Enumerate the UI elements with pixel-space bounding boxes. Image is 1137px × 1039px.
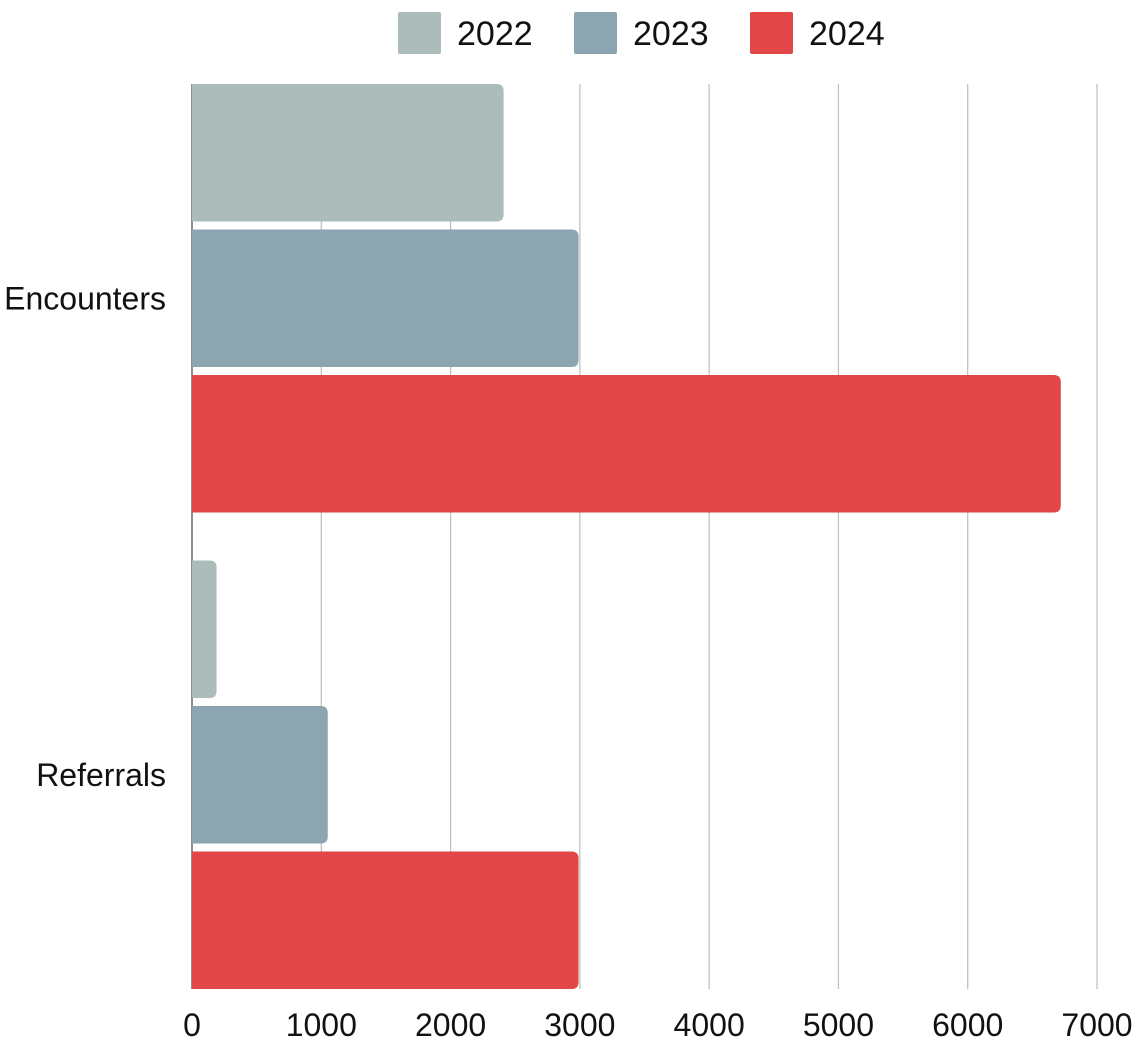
- x-tick-label: 4000: [674, 1007, 745, 1039]
- legend-swatch-2024: [750, 12, 793, 54]
- x-tick-label: 2000: [415, 1007, 486, 1039]
- bar-encounters-2022: [192, 84, 504, 222]
- x-tick-label: 7000: [1061, 1007, 1132, 1039]
- bars: [192, 84, 1061, 989]
- x-tick-label: 6000: [932, 1007, 1003, 1039]
- legend: 2022 2023 2024: [398, 12, 885, 54]
- bar-referrals-2022: [192, 560, 217, 698]
- legend-label: 2022: [457, 15, 533, 53]
- bar-encounters-2024: [192, 375, 1061, 513]
- x-tick-label: 5000: [803, 1007, 874, 1039]
- legend-swatch-2022: [398, 12, 441, 54]
- legend-swatch-2023: [574, 12, 617, 54]
- bar-referrals-2024: [192, 851, 579, 989]
- legend-label: 2023: [633, 15, 709, 53]
- x-tick-label: 1000: [286, 1007, 357, 1039]
- category-label: Encounters: [4, 280, 166, 316]
- bar-encounters-2023: [192, 229, 579, 367]
- bar-referrals-2023: [192, 706, 328, 844]
- x-tick-label: 0: [183, 1007, 201, 1039]
- x-axis-ticks: 0 1000 2000 3000 4000 5000 6000 7000: [183, 1007, 1132, 1039]
- category-label: Referrals: [36, 757, 166, 793]
- category-labels: Encounters Referrals: [4, 280, 166, 793]
- x-tick-label: 3000: [544, 1007, 615, 1039]
- legend-label: 2024: [809, 15, 885, 53]
